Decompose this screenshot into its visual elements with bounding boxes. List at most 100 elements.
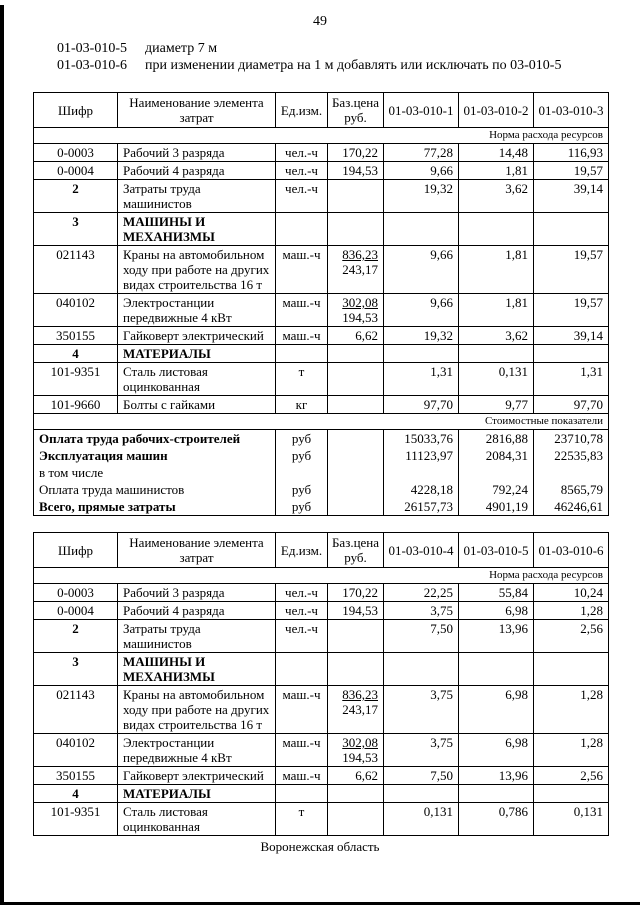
cost-row: Оплата труда машинистов руб 4228,18 792,24 8…: [33, 481, 609, 498]
row-value: 19,57: [533, 293, 609, 327]
row-unit: [275, 784, 328, 803]
row-code: 4: [33, 344, 118, 363]
row-unit: маш.-ч: [275, 733, 328, 767]
cost-value: [383, 464, 459, 481]
table-row: 101-9351 Сталь листовая оцинкованная т 1,31…: [33, 362, 609, 396]
row-name: Рабочий 4 разряда: [117, 161, 276, 180]
row-price: [327, 212, 384, 246]
row-name: Краны на автомобильном ходу при работе н…: [117, 245, 276, 294]
row-name: Сталь листовая оцинкованная: [117, 802, 276, 836]
row-code: 350155: [33, 326, 118, 345]
row-value: [383, 652, 459, 686]
row-name: Электростанции передвижные 4 кВт: [117, 733, 276, 767]
row-name: Затраты труда машинистов: [117, 619, 276, 653]
cost-value: 8565,79: [533, 481, 609, 498]
row-unit: маш.-ч: [275, 766, 328, 785]
column-header: Ед.изм.: [275, 532, 328, 568]
row-code: 0-0003: [33, 143, 118, 162]
row-value: 0,786: [458, 802, 534, 836]
row-value: [533, 652, 609, 686]
price-line: 6,62: [355, 328, 378, 343]
row-value: 97,70: [383, 395, 459, 414]
price-line: 194,53: [342, 750, 378, 765]
estimate-table-2: Шифр Наименование элемента затрат Ед.изм. Б…: [33, 532, 609, 836]
row-price: [327, 619, 384, 653]
row-code: 350155: [33, 766, 118, 785]
price-line: 194,53: [342, 310, 378, 325]
price-line: 243,17: [342, 702, 378, 717]
estimate-table-1: Шифр Наименование элемента затрат Ед.изм. Б…: [33, 92, 609, 516]
price-line: 194,53: [342, 603, 378, 618]
table-row: 0-0003 Рабочий 3 разряда чел.-ч 170,22 77,28…: [33, 143, 609, 162]
cost-price: [327, 498, 384, 516]
table-row: 101-9351 Сталь листовая оцинкованная т 0,13…: [33, 802, 609, 836]
row-unit: т: [275, 802, 328, 836]
cost-value: 792,24: [458, 481, 534, 498]
cost-price: [327, 481, 384, 498]
cost-value: 15033,76: [383, 429, 459, 447]
norm-code: 01-03-010-5: [57, 41, 127, 56]
cost-label: Оплата труда машинистов: [33, 481, 276, 498]
norm-code: 01-03-010-6: [57, 58, 127, 73]
row-name: Болты с гайками: [117, 395, 276, 414]
row-unit: т: [275, 362, 328, 396]
scan-edge-left: [0, 5, 4, 905]
row-value: 13,96: [458, 766, 534, 785]
row-value: 9,66: [383, 245, 459, 294]
cost-value: 11123,97: [383, 447, 459, 464]
row-price: 194,53: [327, 601, 384, 620]
row-code: 040102: [33, 733, 118, 767]
cost-value: 4901,19: [458, 498, 534, 516]
row-code: 0-0004: [33, 601, 118, 620]
cost-band-row: Стоимостные показатели: [33, 413, 609, 430]
cost-label: Эксплуатация машин: [33, 447, 276, 464]
row-unit: кг: [275, 395, 328, 414]
row-value: [383, 784, 459, 803]
row-price: 302,08 194,53: [327, 733, 384, 767]
resource-band-label: Норма расхода ресурсов: [33, 127, 609, 144]
row-value: 3,62: [458, 326, 534, 345]
cost-value: [533, 464, 609, 481]
row-name: Электростанции передвижные 4 кВт: [117, 293, 276, 327]
row-value: 0,131: [458, 362, 534, 396]
row-price: 836,23 243,17: [327, 685, 384, 734]
row-price: [327, 179, 384, 213]
row-value: 9,66: [383, 161, 459, 180]
row-value: [458, 344, 534, 363]
row-code: 4: [33, 784, 118, 803]
price-line: 243,17: [342, 262, 378, 277]
row-name: Сталь листовая оцинкованная: [117, 362, 276, 396]
row-unit: маш.-ч: [275, 245, 328, 294]
row-value: 3,62: [458, 179, 534, 213]
cost-value: 2816,88: [458, 429, 534, 447]
cost-label: в том числе: [33, 464, 276, 481]
column-header: Шифр: [33, 532, 118, 568]
row-value: 9,77: [458, 395, 534, 414]
row-value: 19,57: [533, 161, 609, 180]
cost-value: [458, 464, 534, 481]
row-name: Краны на автомобильном ходу при работе н…: [117, 685, 276, 734]
row-value: 1,28: [533, 733, 609, 767]
row-price: 194,53: [327, 161, 384, 180]
cost-unit: руб: [275, 498, 328, 516]
row-value: [383, 344, 459, 363]
cost-row: в том числе: [33, 464, 609, 481]
row-unit: чел.-ч: [275, 179, 328, 213]
row-price: 836,23 243,17: [327, 245, 384, 294]
row-value: 19,57: [533, 245, 609, 294]
row-value: 1,31: [533, 362, 609, 396]
row-value: 77,28: [383, 143, 459, 162]
cost-value: 2084,31: [458, 447, 534, 464]
column-header: 01-03-010-5: [458, 532, 534, 568]
row-value: 39,14: [533, 326, 609, 345]
row-code: 0-0003: [33, 583, 118, 602]
price-line: 170,22: [342, 585, 378, 600]
price-line: 302,08: [342, 295, 378, 310]
row-unit: [275, 212, 328, 246]
row-value: 10,24: [533, 583, 609, 602]
row-name: Рабочий 3 разряда: [117, 583, 276, 602]
intro-notes: 01-03-010-5 диаметр 7 м 01-03-010-6 при …: [57, 40, 561, 74]
row-value: 22,25: [383, 583, 459, 602]
scan-edge-bottom: [0, 902, 640, 905]
row-price: [327, 784, 384, 803]
